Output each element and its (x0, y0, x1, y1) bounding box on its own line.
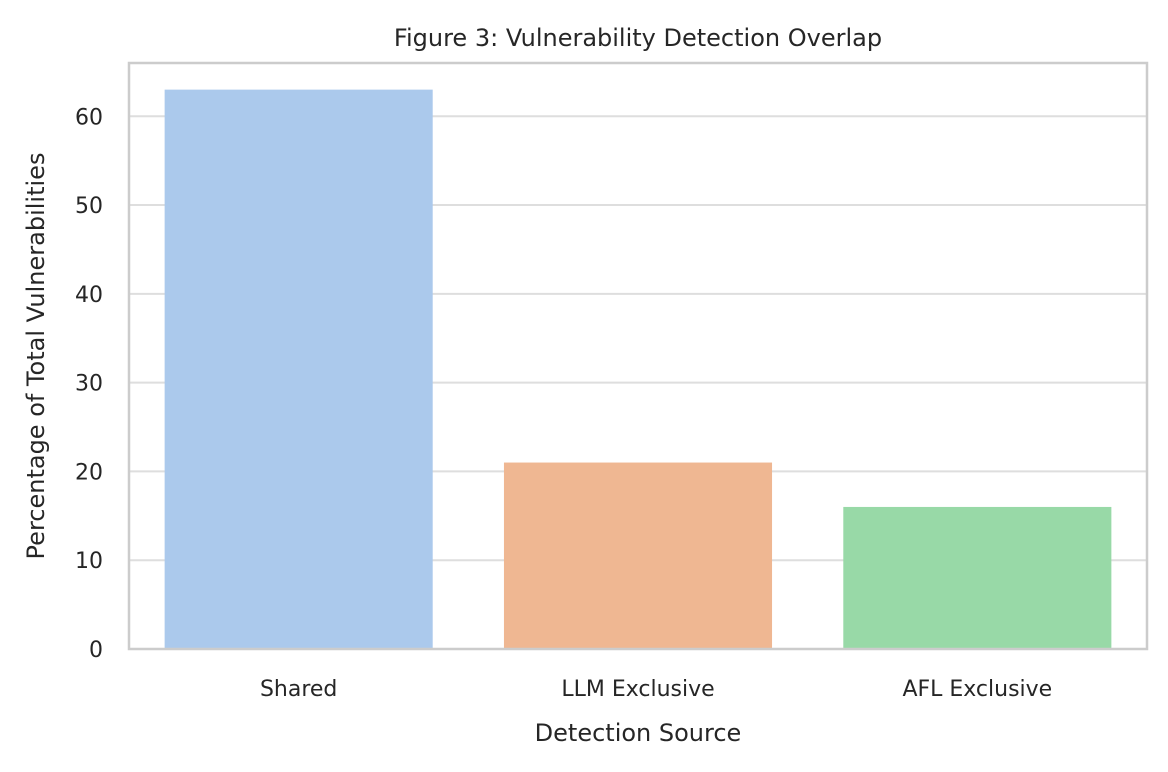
bar-afl-exclusive (843, 506, 1112, 649)
axes (127, 61, 1149, 651)
y-tick-labels: 0 10 20 30 40 50 60 (75, 105, 103, 663)
chart-title: Figure 3: Vulnerability Detection Overla… (394, 24, 882, 52)
bar-shared (164, 89, 433, 650)
y-tick-label: 20 (75, 460, 103, 485)
y-tick-label: 40 (75, 283, 103, 308)
y-tick-label: 30 (75, 372, 103, 397)
y-tick-label: 0 (89, 638, 103, 663)
y-axis-label: Percentage of Total Vulnerabilities (22, 153, 50, 560)
x-tick-label: LLM Exclusive (561, 677, 714, 702)
plot-frame (127, 61, 1149, 651)
bar-llm-exclusive (503, 462, 773, 649)
x-tick-label: Shared (260, 677, 337, 702)
y-tick-label: 60 (75, 105, 103, 130)
x-tick-label: AFL Exclusive (902, 677, 1052, 702)
y-tick-label: 10 (75, 549, 103, 574)
x-tick-labels: Shared LLM Exclusive AFL Exclusive (260, 677, 1052, 702)
bars (164, 89, 1112, 650)
y-tick-label: 50 (75, 194, 103, 219)
x-axis-label: Detection Source (535, 719, 742, 747)
